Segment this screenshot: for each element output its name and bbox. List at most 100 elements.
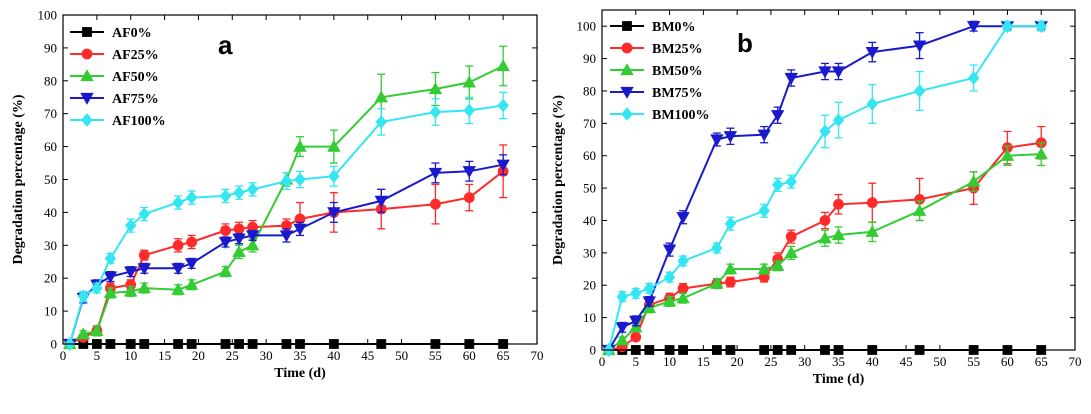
legend-marker [81, 113, 93, 127]
data-point [104, 251, 117, 266]
data-point [913, 84, 926, 98]
data-point [220, 225, 231, 236]
y-tick-label: 70 [583, 116, 596, 131]
y-tick-label: 100 [38, 8, 58, 23]
data-point [662, 294, 677, 307]
data-point [711, 241, 723, 255]
data-point [293, 139, 307, 152]
data-point [663, 270, 676, 284]
data-point [832, 113, 845, 127]
data-point [294, 172, 306, 187]
data-point [124, 218, 137, 233]
x-tick-label: 50 [395, 348, 408, 363]
x-tick-label: 55 [967, 354, 980, 369]
data-point [912, 203, 927, 216]
data-point [496, 59, 510, 72]
data-point [218, 236, 233, 249]
x-tick-label: 15 [158, 348, 171, 363]
data-point [103, 271, 118, 284]
data-point [1001, 19, 1014, 34]
data-point [818, 231, 832, 244]
data-point [866, 97, 879, 111]
data-point [462, 166, 476, 179]
data-point [757, 262, 771, 275]
data-point [429, 105, 442, 119]
y-tick-label: 30 [44, 238, 57, 253]
data-point [463, 192, 475, 203]
data-point [232, 245, 246, 257]
y-tick-label: 90 [44, 40, 57, 55]
series-line [69, 65, 504, 345]
x-tick-label: 65 [1035, 354, 1048, 369]
data-point [818, 66, 832, 79]
data-point [375, 115, 387, 129]
data-point [293, 223, 307, 236]
data-point [784, 246, 798, 258]
data-point [831, 228, 846, 241]
x-tick-label: 35 [294, 348, 307, 363]
data-point [497, 98, 509, 113]
y-tick-label: 100 [577, 19, 597, 34]
x-tick-label: 50 [933, 354, 946, 369]
x-tick-label: 55 [429, 348, 442, 363]
data-point [819, 124, 831, 139]
x-tick-label: 40 [327, 348, 340, 363]
panel-label: a [218, 30, 233, 60]
data-point [758, 203, 770, 218]
data-point [771, 178, 784, 192]
legend-label: BM100% [652, 108, 710, 123]
legend: AF0% AF25% AF50% AF75% AF100% [70, 26, 166, 129]
x-tick-label: 70 [531, 348, 544, 363]
series-line [68, 163, 504, 345]
data-point [630, 286, 642, 301]
data-point [642, 296, 656, 309]
y-tick-label: 90 [583, 51, 596, 66]
y-tick-label: 10 [583, 310, 596, 325]
x-tick-label: 5 [633, 354, 640, 369]
y-axis-title: Degradation percentage (%) [11, 94, 26, 264]
data-point [374, 195, 388, 208]
y-tick-label: 0 [590, 343, 597, 358]
x-tick-label: 25 [226, 348, 239, 363]
data-point [171, 263, 185, 276]
legend-marker [620, 86, 634, 99]
x-tick-label: 30 [260, 348, 273, 363]
data-point [245, 238, 260, 251]
x-tick-label: 65 [497, 348, 510, 363]
data-point [76, 327, 90, 340]
data-point [245, 230, 260, 243]
data-point [710, 134, 724, 147]
legend-label: AF100% [112, 114, 166, 129]
x-tick-label: 10 [124, 348, 137, 363]
y-tick-label: 80 [583, 83, 596, 98]
data-point [103, 286, 118, 299]
data-point [124, 284, 138, 297]
x-tick-label: 25 [764, 354, 777, 369]
legend-label: AF0% [112, 26, 152, 41]
data-point [677, 254, 689, 268]
data-point [630, 331, 642, 343]
x-tick-label: 35 [832, 354, 845, 369]
data-point [757, 129, 771, 142]
data-point [1000, 148, 1015, 161]
x-axis-title: Time (d) [274, 366, 326, 381]
data-point [137, 281, 151, 294]
data-point [643, 281, 656, 296]
y-tick-label: 20 [44, 271, 57, 286]
y-tick-label: 10 [44, 304, 57, 319]
data-point [615, 333, 629, 346]
data-point [1034, 147, 1048, 160]
legend-label: BM50% [652, 64, 703, 79]
data-point [90, 324, 104, 336]
data-point [462, 75, 476, 88]
legend-label: AF50% [112, 70, 159, 85]
data-point [328, 169, 340, 184]
x-tick-label: 20 [731, 354, 744, 369]
legend-marker [81, 48, 93, 60]
data-point [496, 159, 510, 172]
data-point [171, 282, 185, 295]
y-tick-label: 20 [583, 278, 596, 293]
data-point [785, 231, 797, 243]
data-point [232, 233, 246, 246]
